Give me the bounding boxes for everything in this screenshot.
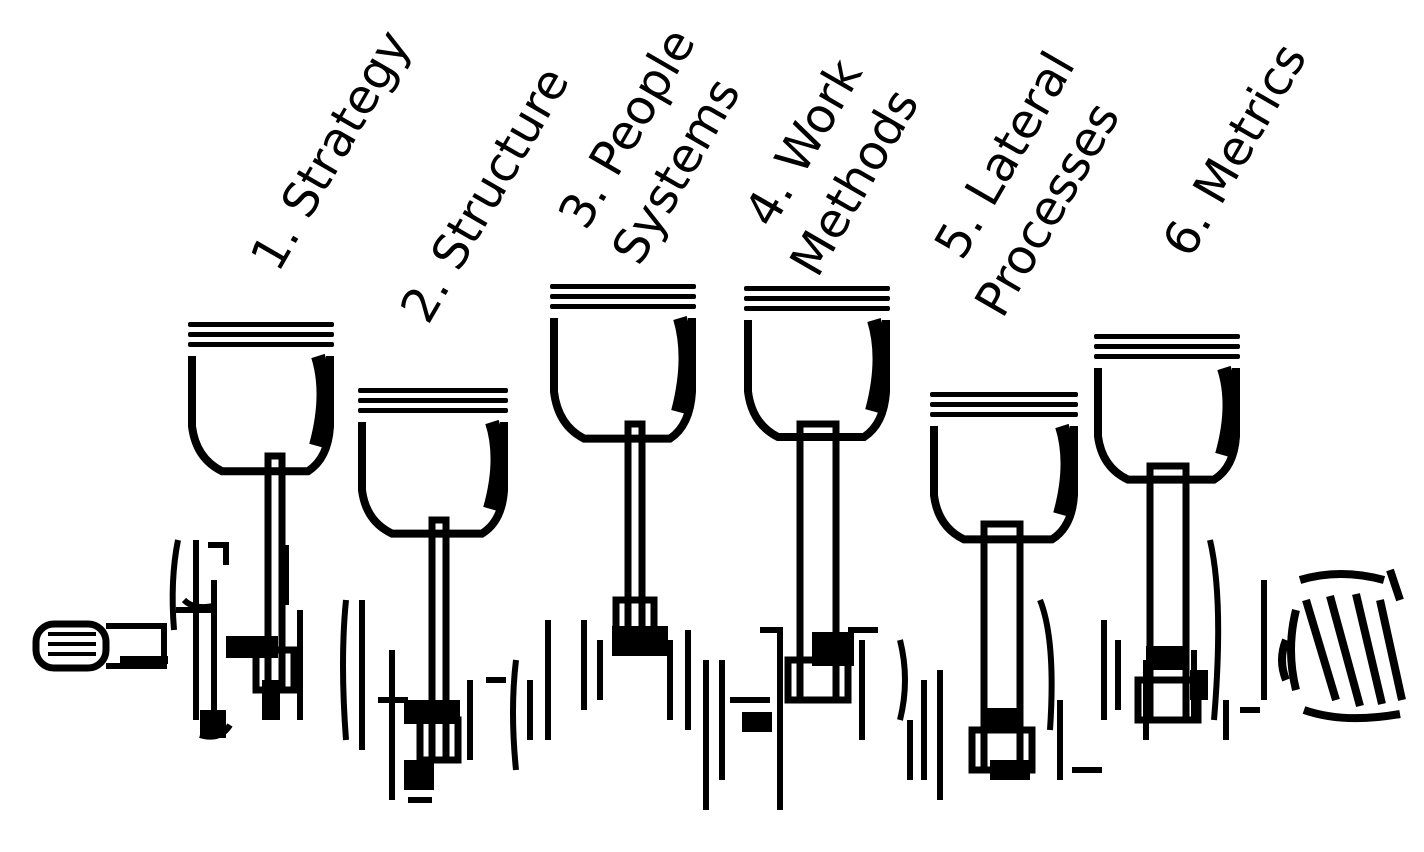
piston-1-skirt [188, 356, 334, 476]
label-structure: 2. Structure [390, 58, 581, 332]
piston-5-crown [930, 392, 1078, 417]
piston-4-shadow [865, 317, 887, 413]
piston-6-crown [1094, 334, 1240, 359]
label-metrics: 6. Metrics [1152, 34, 1318, 266]
piston-1-rod [252, 452, 298, 694]
piston-2-skirt [358, 422, 508, 538]
piston-3-crown [550, 284, 696, 309]
piston-3-skirt [550, 318, 696, 443]
piston-4-crown [744, 286, 890, 311]
piston-6-skirt [1094, 368, 1240, 484]
label-strategy-line-1: 1. Strategy [240, 21, 422, 280]
piston-4-rod [784, 420, 852, 704]
crankshaft-journals [169, 539, 1267, 810]
piston-2-crown [358, 388, 508, 413]
label-work-methods: 4. Work Methods [734, 50, 930, 286]
pistons [188, 284, 1240, 774]
piston-3 [550, 284, 696, 644]
label-lateral-processes: 5. Lateral Processes [924, 43, 1131, 326]
piston-6-rod [1134, 462, 1202, 724]
piston-2-shadow [483, 419, 505, 511]
piston-5-skirt [930, 426, 1078, 544]
piston-1-shadow [309, 353, 331, 448]
crankshaft-drawing [32, 539, 1406, 810]
piston-6-shadow [1215, 365, 1237, 457]
piston-5-rod [968, 520, 1036, 774]
label-metrics-line-1: 6. Metrics [1152, 34, 1318, 266]
piston-5 [930, 392, 1078, 774]
piston-4-skirt [744, 320, 890, 441]
piston-2-rod [416, 516, 462, 764]
flywheel-gear [1278, 568, 1406, 723]
piston-1-crown [188, 322, 334, 347]
piston-5-shadow [1053, 423, 1075, 517]
crankshaft-nose [32, 620, 168, 672]
label-strategy: 1. Strategy [240, 21, 422, 280]
piston-3-shadow [671, 316, 693, 414]
piston-6 [1094, 334, 1240, 724]
piston-2 [358, 388, 508, 764]
piston-3-rod [612, 420, 658, 644]
label-people-systems: 3. People Systems [548, 19, 752, 273]
label-structure-line-1: 2. Structure [390, 58, 581, 332]
piston-1 [188, 322, 334, 694]
piston-4 [744, 286, 890, 704]
